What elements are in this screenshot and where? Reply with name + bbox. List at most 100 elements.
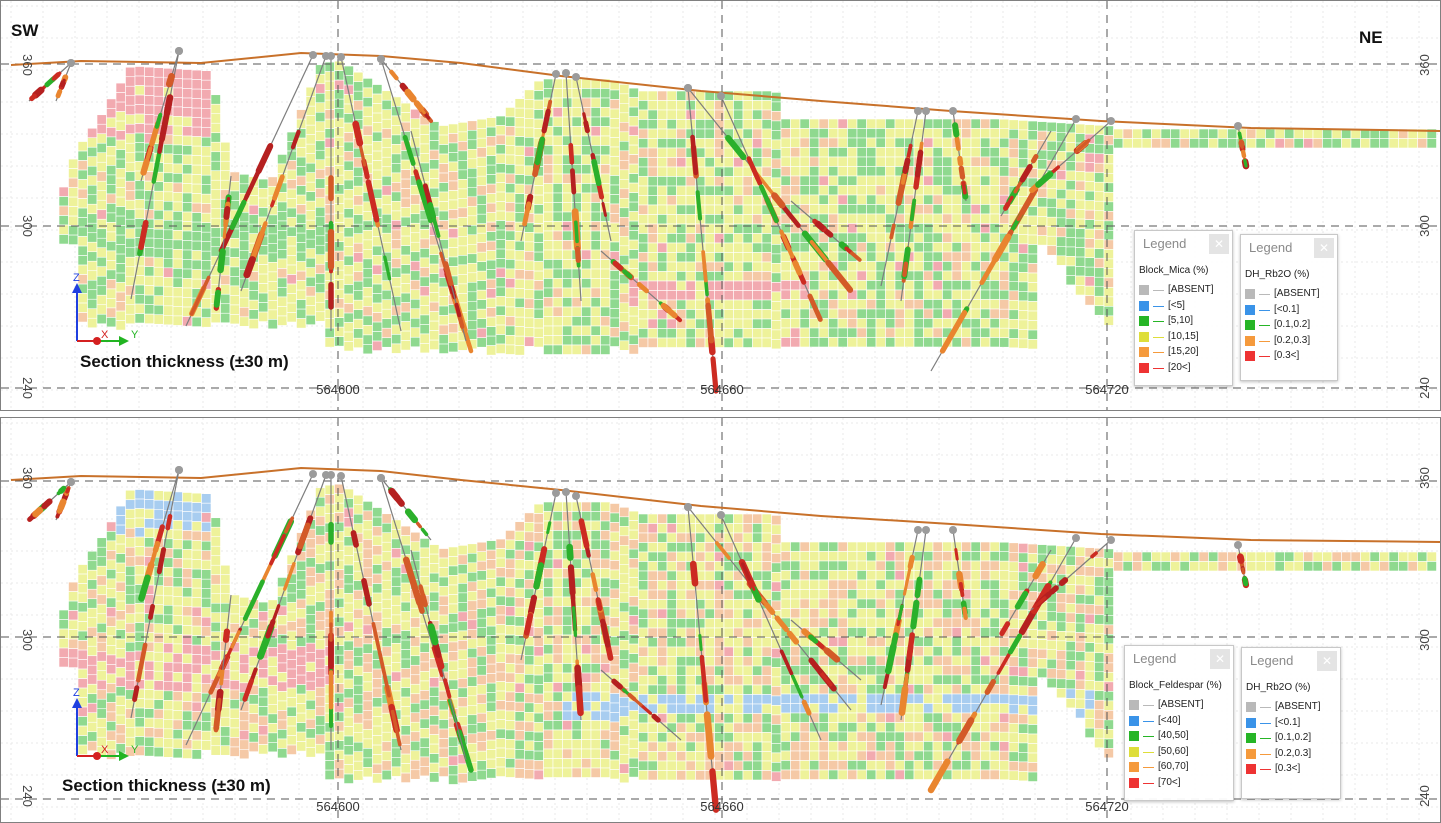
block-cell <box>229 314 240 325</box>
block-cell <box>134 151 145 162</box>
block-cell <box>666 732 677 743</box>
block-cell <box>619 311 630 323</box>
block-cell <box>657 551 668 562</box>
block-cell <box>467 590 478 602</box>
block-cell <box>505 758 516 769</box>
drill-interval <box>601 202 608 217</box>
close-icon[interactable]: ✕ <box>1314 238 1334 258</box>
block-cell <box>571 344 582 355</box>
block-cell <box>799 251 810 262</box>
block-cell <box>581 297 592 308</box>
block-cell <box>638 580 649 591</box>
block-cell <box>125 584 136 596</box>
legend-block-mica[interactable]: Legend ✕ Block_Mica (%) [ABSENT] [<5] [5,1… <box>1134 230 1233 386</box>
block-cell <box>552 549 563 560</box>
block-cell <box>258 207 269 218</box>
block-cell <box>438 153 449 164</box>
block-cell <box>1208 138 1219 149</box>
block-cell <box>182 672 193 683</box>
block-cell <box>267 262 278 273</box>
block-cell <box>666 128 677 139</box>
block-cell <box>799 147 810 158</box>
block-cell <box>562 325 573 336</box>
block-cell <box>495 229 506 240</box>
block-cell <box>685 722 696 733</box>
block-cell <box>391 191 402 202</box>
block-cell <box>552 701 563 712</box>
block-cell <box>106 193 117 204</box>
legend-swatch <box>1245 335 1255 346</box>
block-cell <box>467 139 478 150</box>
block-cell <box>115 695 126 706</box>
close-icon[interactable]: ✕ <box>1209 234 1229 254</box>
block-cell <box>828 213 839 224</box>
block-cell <box>543 568 554 579</box>
block-cell <box>581 644 592 655</box>
legend-dh-rb2o[interactable]: Legend ✕ DH_Rb2O (%) [ABSENT] [<0.1] [0.1,… <box>1240 234 1338 381</box>
block-cell <box>818 137 829 148</box>
block-cell <box>172 643 183 654</box>
block-cell <box>505 653 516 664</box>
block-cell <box>505 316 516 327</box>
block-cell <box>989 213 1000 224</box>
block-cell <box>486 240 497 251</box>
block-cell <box>286 640 297 651</box>
block-cell <box>182 107 193 118</box>
block-cell <box>144 266 155 277</box>
block-cell <box>619 302 630 313</box>
block-cell <box>277 729 288 740</box>
block-cell <box>163 248 174 259</box>
block-cell <box>134 123 145 134</box>
block-cell <box>486 278 497 289</box>
block-cell <box>486 597 497 608</box>
block-cell <box>723 252 734 263</box>
block-cell <box>429 724 440 735</box>
block-cell <box>163 719 174 730</box>
block-cell <box>609 626 620 637</box>
block-cell <box>381 760 392 771</box>
block-cell <box>562 268 573 279</box>
block-cell <box>410 289 421 300</box>
block-cell <box>400 753 411 764</box>
block-cell <box>210 650 221 661</box>
block-cell <box>191 578 202 589</box>
block-cell <box>752 318 763 329</box>
block-cell <box>733 252 744 263</box>
block-cell <box>277 624 288 635</box>
block-cell <box>780 166 791 177</box>
block-cell <box>486 663 497 674</box>
block-cell <box>334 212 345 223</box>
block-cell <box>182 268 193 279</box>
block-cell <box>1037 235 1048 246</box>
block-cell <box>875 137 886 148</box>
block-cell <box>628 201 639 212</box>
block-cell <box>590 107 601 118</box>
block-cell <box>970 204 981 215</box>
block-cell <box>134 612 145 623</box>
block-cell <box>495 671 506 682</box>
block-cell <box>989 128 1000 139</box>
block-cell <box>220 716 231 728</box>
block-cell <box>106 250 117 261</box>
legend-line <box>1153 321 1164 322</box>
block-cell <box>372 141 383 152</box>
block-cell <box>894 318 905 329</box>
section-panel-feldspar[interactable]: 564600 564660 564720 360 360 300 300 240 240 Z X Y … <box>0 417 1441 823</box>
block-cell <box>628 87 639 98</box>
block-cell <box>913 261 924 272</box>
block-cell <box>505 767 516 778</box>
block-cell <box>201 502 212 514</box>
block-cell <box>343 498 354 509</box>
section-panel-mica[interactable]: 564600 564660 564720 360 360 300 300 240 240 Z X Y … <box>0 0 1441 411</box>
block-model <box>58 60 1437 356</box>
block-cell <box>134 142 145 153</box>
block-cell <box>486 269 497 280</box>
block-cell <box>761 271 772 282</box>
block-cell <box>543 230 554 241</box>
block-cell <box>391 296 402 307</box>
block-cell <box>619 611 630 622</box>
block-cell <box>239 730 250 741</box>
x-tick-label: 564660 <box>700 382 743 397</box>
block-cell <box>438 229 449 240</box>
